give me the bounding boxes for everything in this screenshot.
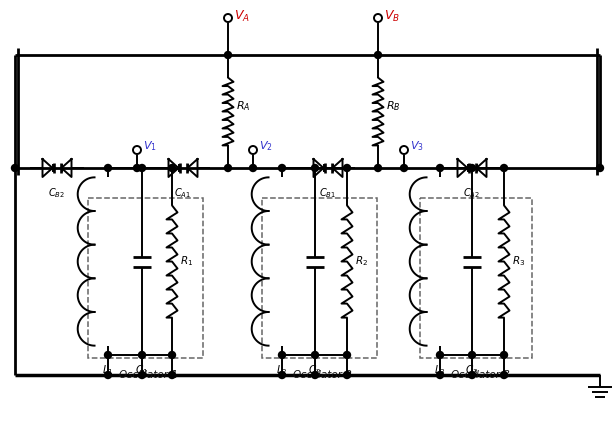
Text: $V_3$: $V_3$ (410, 139, 424, 153)
Text: $V_A$: $V_A$ (234, 8, 250, 24)
Circle shape (138, 165, 146, 171)
Circle shape (105, 165, 111, 171)
Text: $L_2$: $L_2$ (276, 363, 288, 377)
Circle shape (249, 146, 257, 154)
Circle shape (597, 165, 603, 171)
Circle shape (138, 371, 146, 378)
Text: $C_2$: $C_2$ (309, 363, 322, 377)
Circle shape (312, 165, 319, 171)
Circle shape (437, 352, 443, 359)
Circle shape (224, 51, 231, 59)
Text: $L_1$: $L_1$ (102, 363, 114, 377)
Circle shape (374, 14, 382, 22)
Circle shape (375, 51, 381, 59)
Circle shape (469, 165, 475, 171)
Circle shape (437, 371, 443, 378)
Circle shape (279, 165, 285, 171)
Text: $R_2$: $R_2$ (355, 255, 368, 269)
Circle shape (501, 165, 507, 171)
Circle shape (375, 165, 381, 171)
Circle shape (469, 371, 475, 378)
Circle shape (344, 165, 351, 171)
Text: $V_1$: $V_1$ (143, 139, 157, 153)
Text: Oscillator 2: Oscillator 2 (293, 370, 351, 380)
Circle shape (312, 371, 319, 378)
Text: $V_B$: $V_B$ (384, 8, 400, 24)
Circle shape (138, 352, 146, 359)
Text: $R_A$: $R_A$ (236, 100, 250, 113)
Circle shape (133, 165, 140, 171)
Circle shape (105, 371, 111, 378)
Text: $L_3$: $L_3$ (434, 363, 446, 377)
Circle shape (133, 146, 141, 154)
Circle shape (279, 371, 285, 378)
Text: $C_3$: $C_3$ (466, 363, 478, 377)
Circle shape (469, 352, 475, 359)
Text: $V_2$: $V_2$ (259, 139, 272, 153)
Bar (88, 198, 203, 358)
Circle shape (400, 165, 408, 171)
Text: $C_{A2}$: $C_{A2}$ (464, 186, 480, 200)
Circle shape (224, 165, 231, 171)
Bar (262, 198, 377, 358)
Circle shape (250, 165, 256, 171)
Text: $C_1$: $C_1$ (135, 363, 149, 377)
Text: Oscillator 1: Oscillator 1 (119, 370, 178, 380)
Circle shape (169, 165, 175, 171)
Text: $C_{B1}$: $C_{B1}$ (319, 186, 336, 200)
Circle shape (169, 352, 175, 359)
Text: $C_{B2}$: $C_{B2}$ (49, 186, 66, 200)
Circle shape (279, 352, 285, 359)
Circle shape (105, 352, 111, 359)
Circle shape (169, 371, 175, 378)
Circle shape (312, 352, 319, 359)
Circle shape (400, 146, 408, 154)
Circle shape (501, 371, 507, 378)
Text: $R_B$: $R_B$ (386, 100, 400, 113)
Text: $C_{A1}$: $C_{A1}$ (175, 186, 191, 200)
Circle shape (12, 165, 18, 171)
Text: $R_1$: $R_1$ (180, 255, 193, 269)
Circle shape (224, 14, 232, 22)
Text: $R_3$: $R_3$ (512, 255, 525, 269)
Circle shape (437, 165, 443, 171)
Text: Oscillator 3: Oscillator 3 (451, 370, 509, 380)
Circle shape (344, 352, 351, 359)
Bar (420, 198, 532, 358)
Circle shape (501, 352, 507, 359)
Circle shape (344, 371, 351, 378)
